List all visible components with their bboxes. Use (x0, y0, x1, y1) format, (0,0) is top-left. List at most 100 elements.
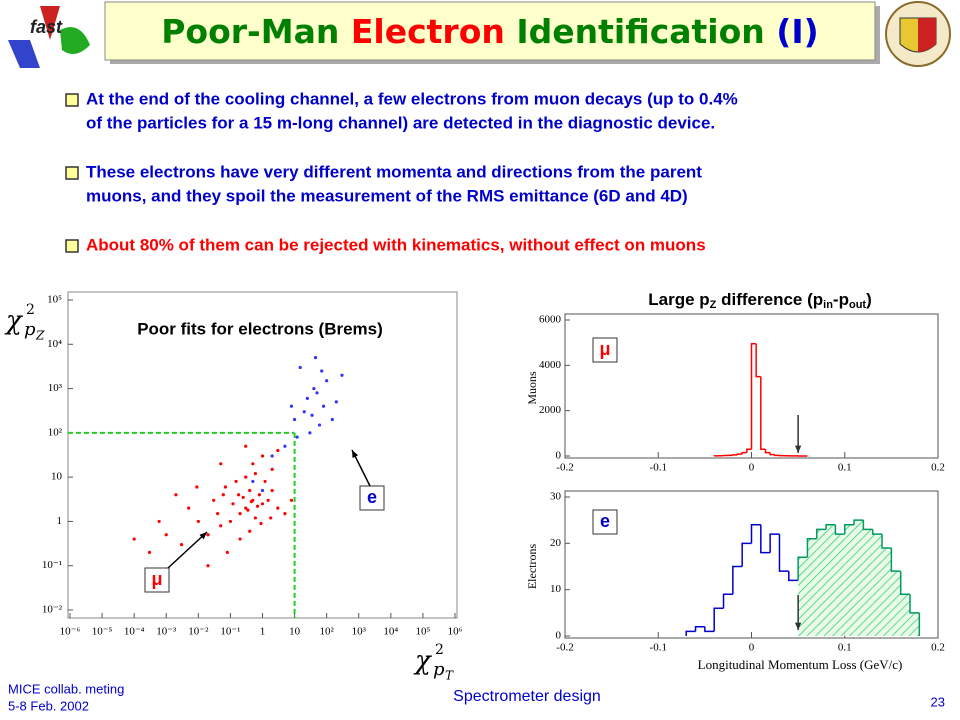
bullet-text: About 80% of them can be rejected with k… (86, 235, 706, 254)
point (244, 444, 248, 448)
hist-step (685, 630, 696, 636)
highlight-bin (872, 534, 883, 636)
label-box (592, 509, 618, 535)
axis-label: χ (413, 646, 433, 676)
point (195, 485, 199, 489)
x-tick-label: 0.2 (931, 462, 945, 474)
arrow-head (199, 532, 207, 540)
hist-step (750, 524, 761, 544)
x-axis-label: Longitudinal Momentum Loss (GeV/c) (698, 657, 903, 672)
point (330, 417, 334, 422)
y-tick-label: 0 (556, 630, 562, 642)
label-text: e (367, 487, 377, 507)
x-tick-label: 10⁻⁵ (92, 626, 113, 638)
point (244, 475, 248, 479)
x-tick-label: 10⁻¹ (220, 626, 240, 638)
point (289, 404, 294, 408)
hist-step (899, 571, 911, 596)
title-part: Identification (516, 12, 764, 51)
point (219, 462, 223, 466)
footer-center: Spectrometer design (453, 688, 601, 705)
hist-step (769, 452, 775, 456)
point (253, 472, 257, 476)
y-tick-label: 20 (550, 537, 562, 549)
y-tick-label: 10⁻² (42, 604, 63, 616)
y-tick-label: 10² (48, 426, 63, 438)
point (260, 502, 265, 506)
label-box (592, 337, 618, 363)
highlight-bin (798, 557, 808, 636)
page-number: 23 (931, 694, 945, 709)
point (257, 493, 261, 497)
y-tick-label: 10³ (48, 382, 63, 394)
hist-step (760, 376, 766, 450)
plot-title: Poor fits for electrons (Brems) (137, 319, 383, 338)
hist-step (890, 547, 901, 572)
hist-step (862, 520, 873, 531)
axis-label: Z (35, 329, 45, 343)
point (132, 537, 136, 541)
point (216, 512, 220, 516)
x-tick-label: 10 (289, 626, 301, 638)
point (238, 537, 242, 541)
point (225, 550, 229, 554)
point (223, 485, 228, 489)
point (248, 488, 252, 493)
point (260, 454, 265, 458)
point (260, 488, 265, 493)
point (196, 519, 200, 524)
bullet-text: At the end of the cooling channel, a few… (86, 89, 738, 108)
bullet-text: These electrons have very different mome… (86, 162, 702, 181)
title-part: (I) (776, 12, 818, 51)
axis-label: p (433, 659, 445, 680)
point (270, 467, 274, 471)
x-tick-label: 10⁻³ (156, 626, 177, 638)
point (244, 506, 248, 510)
axis-label: p (24, 319, 36, 340)
point (321, 404, 326, 408)
label-box (359, 485, 385, 511)
hist-step (713, 607, 724, 632)
title-box (104, 1, 876, 61)
point (340, 373, 344, 377)
hist-step (704, 626, 715, 633)
arrow-head (352, 450, 359, 458)
point (283, 512, 287, 516)
hist-step (755, 343, 761, 378)
point (298, 365, 302, 370)
bullet-text: of the particles for a 15 m-long channel… (86, 113, 715, 132)
point (270, 454, 274, 458)
hist-step (806, 537, 817, 558)
point (249, 500, 253, 504)
hist-step (871, 529, 883, 535)
point (174, 493, 178, 497)
bullet-text: muons, and they spoil the measurement of… (86, 186, 688, 205)
highlight-bin (891, 571, 901, 636)
hist-step (816, 528, 827, 539)
footer-left: 5-8 Feb. 2002 (8, 698, 89, 713)
axis-label: T (445, 669, 454, 683)
x-tick-label: 1 (260, 626, 266, 638)
y-axis-label: Muons (525, 371, 539, 405)
point (179, 542, 184, 547)
hist-step (834, 524, 845, 535)
hist-step (741, 451, 747, 455)
label-text: e (600, 511, 610, 531)
hist-step (764, 449, 771, 454)
highlight-bin (835, 534, 845, 636)
x-tick-label: 0.1 (838, 462, 852, 474)
point (147, 550, 152, 554)
title-part: difference (p (716, 290, 823, 309)
y-tick-label: 6000 (539, 314, 562, 326)
arrow-head (795, 622, 802, 630)
point (276, 448, 280, 453)
x-tick-label: 10⁶ (448, 626, 463, 638)
x-tick-label: 10³ (352, 626, 367, 638)
point (320, 369, 324, 373)
point (206, 533, 210, 537)
title-part: Poor-Man (161, 12, 339, 51)
point (157, 519, 161, 524)
x-tick-label: -0.1 (650, 462, 667, 474)
hist-step (732, 565, 743, 595)
hist-step (760, 524, 771, 554)
